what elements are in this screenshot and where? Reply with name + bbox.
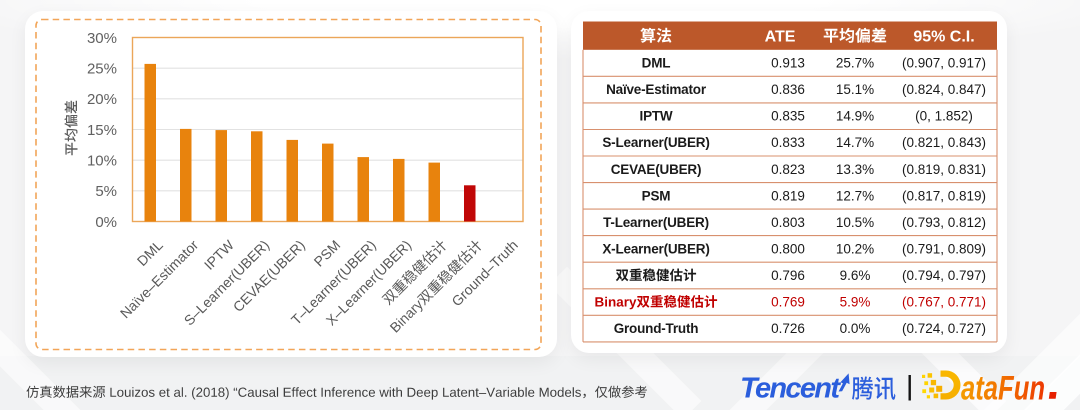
svg-text:0.796: 0.796	[771, 268, 805, 283]
svg-text:12.7%: 12.7%	[836, 188, 874, 203]
svg-text:(0.791, 0.809): (0.791, 0.809)	[902, 241, 986, 256]
svg-text:(0.724, 0.727): (0.724, 0.727)	[902, 321, 986, 336]
svg-text:0.726: 0.726	[771, 321, 805, 336]
svg-text:0%: 0%	[95, 214, 117, 231]
svg-text:0.823: 0.823	[771, 162, 805, 177]
svg-text:95% C.I.: 95% C.I.	[913, 28, 974, 45]
svg-text:30%: 30%	[87, 30, 117, 47]
svg-text:(0.819, 0.831): (0.819, 0.831)	[902, 162, 986, 177]
svg-text:Tencent: Tencent	[740, 373, 841, 405]
svg-text:25%: 25%	[87, 61, 117, 78]
svg-text:0.913: 0.913	[771, 56, 805, 71]
svg-text:PSM: PSM	[642, 188, 671, 203]
svg-text:DML: DML	[134, 237, 166, 269]
svg-text:14.9%: 14.9%	[836, 109, 874, 124]
svg-text:13.3%: 13.3%	[836, 162, 874, 177]
svg-text:(0.907, 0.917): (0.907, 0.917)	[902, 56, 986, 71]
svg-text:25.7%: 25.7%	[836, 56, 874, 71]
svg-text:Ground-Truth: Ground-Truth	[614, 321, 699, 336]
svg-text:14.7%: 14.7%	[836, 135, 874, 150]
svg-text:0.819: 0.819	[771, 188, 805, 203]
svg-text:IPTW: IPTW	[640, 109, 673, 124]
svg-text:10.2%: 10.2%	[836, 241, 874, 256]
svg-text:0.800: 0.800	[771, 241, 805, 256]
svg-text:(0.824, 0.847): (0.824, 0.847)	[902, 82, 986, 97]
svg-text:Naïve-Estimator: Naïve-Estimator	[606, 82, 707, 97]
svg-text:S-Learner(UBER): S-Learner(UBER)	[602, 135, 709, 150]
svg-text:15.1%: 15.1%	[836, 82, 874, 97]
svg-text:(0.817, 0.819): (0.817, 0.819)	[902, 188, 986, 203]
svg-text:ATE: ATE	[765, 28, 796, 45]
svg-text:0.803: 0.803	[771, 215, 805, 230]
svg-text:10%: 10%	[87, 153, 117, 170]
svg-text:5%: 5%	[95, 183, 117, 200]
svg-text:20%: 20%	[87, 91, 117, 108]
svg-text:X-Learner(UBER): X-Learner(UBER)	[602, 241, 709, 256]
svg-text:(0.767, 0.771): (0.767, 0.771)	[902, 295, 986, 310]
svg-text:(0, 1.852): (0, 1.852)	[915, 109, 973, 124]
svg-text:9.6%: 9.6%	[840, 268, 871, 283]
svg-text:10.5%: 10.5%	[836, 215, 874, 230]
svg-text:15%: 15%	[87, 122, 117, 139]
svg-text:DML: DML	[642, 56, 671, 71]
svg-text:(0.793, 0.812): (0.793, 0.812)	[902, 215, 986, 230]
svg-text:(0.821, 0.843): (0.821, 0.843)	[902, 135, 986, 150]
svg-text:0.769: 0.769	[771, 295, 805, 310]
svg-text:0.836: 0.836	[771, 82, 805, 97]
svg-text:CEVAE(UBER): CEVAE(UBER)	[611, 162, 702, 177]
svg-text:0.0%: 0.0%	[840, 321, 871, 336]
svg-text:5.9%: 5.9%	[840, 295, 871, 310]
svg-text:0.833: 0.833	[771, 135, 805, 150]
svg-text:(0.794, 0.797): (0.794, 0.797)	[902, 268, 986, 283]
svg-text:T-Learner(UBER): T-Learner(UBER)	[603, 215, 709, 230]
svg-text:Ground–Truth: Ground–Truth	[448, 237, 521, 310]
svg-text:ataFun: ataFun	[961, 370, 1045, 408]
svg-text:0.835: 0.835	[771, 109, 805, 124]
